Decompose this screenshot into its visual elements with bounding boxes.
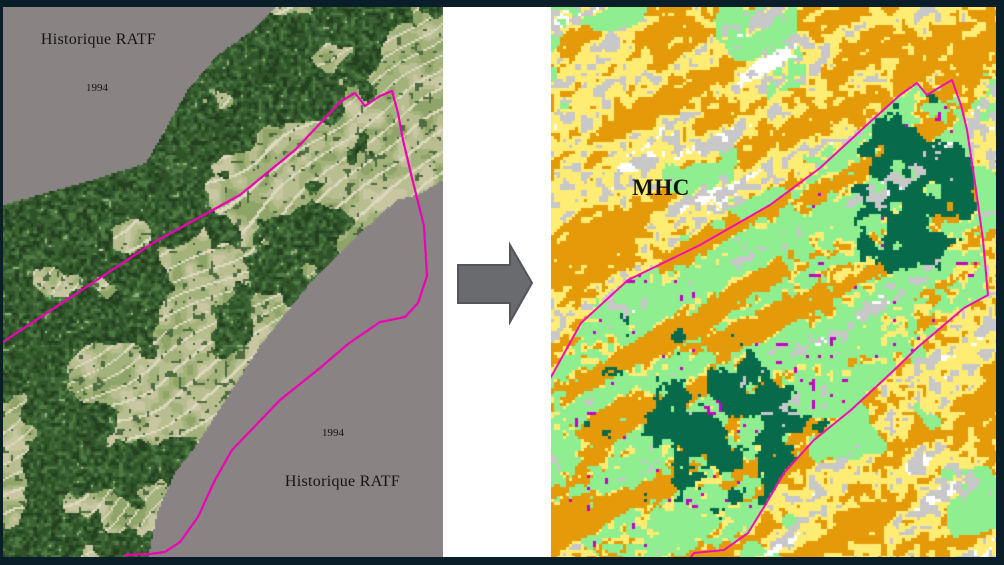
mhc-panel: MHC <box>551 7 996 557</box>
arrow-right-shape <box>457 241 534 326</box>
left-year-bottom: 1994 <box>322 427 344 439</box>
transition-area <box>443 7 551 557</box>
mhc-raster-image <box>551 7 996 557</box>
mhc-label: MHC <box>632 175 690 200</box>
arrow-right-icon <box>457 241 534 326</box>
left-title-top: Historique RATF <box>40 31 157 48</box>
left-title-bottom: Historique RATF <box>284 473 401 490</box>
left-year-top: 1994 <box>86 82 108 94</box>
historical-orthophoto-panel: Historique RATF 1994 1994 Historique RAT… <box>3 7 443 557</box>
